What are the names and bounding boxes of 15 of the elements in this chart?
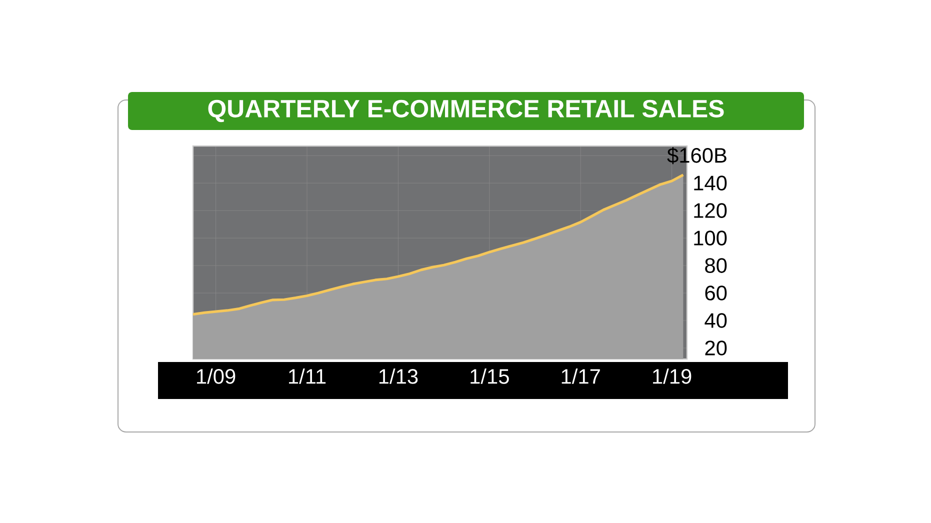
- y-tick-label: 100: [694, 230, 727, 246]
- x-tick-label: 1/15: [470, 368, 509, 384]
- x-tick-label: 1/09: [197, 368, 236, 384]
- y-tick-label: 40: [704, 313, 727, 328]
- x-tick-label: 1/11: [289, 368, 326, 384]
- y-tick-label: $160B: [667, 147, 726, 164]
- y-tick-label: 140: [694, 176, 727, 190]
- y-tick-label: 120: [694, 203, 727, 218]
- y-tick-label: 80: [705, 258, 727, 273]
- x-tick-label: 1/13: [379, 368, 418, 384]
- y-tick-label: 20: [705, 340, 727, 356]
- chart-title: QUARTERLY E-COMMERCE RETAIL SALES: [208, 100, 724, 122]
- x-tick-label: 1/19: [653, 368, 692, 384]
- y-tick-label: 60: [705, 286, 727, 300]
- x-tick-label: 1/17: [562, 368, 600, 384]
